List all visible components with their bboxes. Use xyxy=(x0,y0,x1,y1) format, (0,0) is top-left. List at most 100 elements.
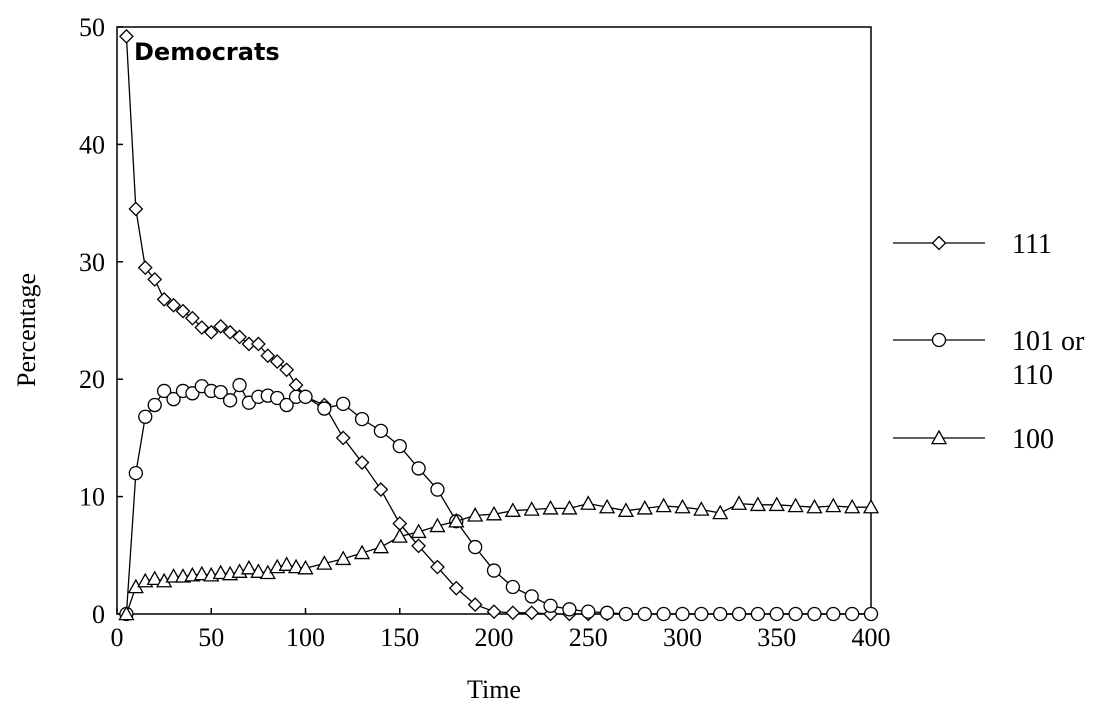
circle-marker xyxy=(317,401,332,416)
circle-marker xyxy=(713,606,728,622)
triangle-marker xyxy=(278,556,295,571)
circle-marker xyxy=(807,606,822,622)
triangle-marker xyxy=(862,498,880,514)
x-tick-label: 300 xyxy=(663,623,702,652)
diamond-marker xyxy=(156,291,172,307)
triangle-marker xyxy=(212,564,229,580)
triangle-marker xyxy=(523,501,540,516)
circle-marker xyxy=(618,606,634,622)
triangle-marker xyxy=(467,507,484,522)
x-tick-label: 400 xyxy=(852,623,891,652)
circle-marker xyxy=(279,397,294,413)
diamond-marker xyxy=(467,597,483,613)
triangle-marker xyxy=(598,498,616,514)
triangle-marker xyxy=(636,500,653,515)
triangle-marker xyxy=(712,504,729,520)
triangle-marker xyxy=(730,495,748,510)
circle-marker xyxy=(392,438,407,454)
y-tick-label: 40 xyxy=(79,130,105,159)
circle-marker xyxy=(788,606,803,622)
diamond-marker xyxy=(222,324,238,340)
circle-marker xyxy=(336,396,351,412)
circle-marker xyxy=(147,397,162,413)
y-tick-label: 30 xyxy=(79,248,105,277)
circle-marker xyxy=(599,605,615,620)
triangle-marker xyxy=(240,559,258,575)
circle-marker xyxy=(270,390,285,406)
triangle-marker xyxy=(353,544,371,560)
triangle-marker xyxy=(542,500,559,515)
diamond-marker xyxy=(260,348,276,364)
circle-marker xyxy=(298,389,313,404)
circle-marker xyxy=(656,606,671,622)
circle-marker xyxy=(581,604,596,619)
y-tick-label: 50 xyxy=(79,13,105,42)
triangle-marker xyxy=(391,528,408,543)
circle-marker xyxy=(138,409,153,424)
circle-marker xyxy=(845,606,860,622)
triangle-marker xyxy=(655,497,672,513)
x-tick-label: 200 xyxy=(475,623,514,652)
diamond-marker xyxy=(448,580,464,596)
diamond-marker xyxy=(175,303,191,319)
diamond-marker xyxy=(279,362,295,378)
x-tick-label: 350 xyxy=(757,623,796,652)
diamond-marker xyxy=(373,482,389,497)
legend-label: 111 xyxy=(1012,229,1052,260)
x-tick-label: 50 xyxy=(198,623,224,652)
diamond-marker xyxy=(147,271,163,287)
triangle-marker xyxy=(287,558,305,574)
triangle-marker xyxy=(580,495,597,510)
triangle-marker xyxy=(768,496,785,512)
triangle-marker xyxy=(146,570,163,586)
diamond-marker xyxy=(430,559,445,575)
circle-marker xyxy=(222,393,238,408)
triangle-marker xyxy=(429,517,446,533)
diamond-marker xyxy=(166,297,181,313)
triangle-marker xyxy=(787,497,804,513)
circle-marker xyxy=(731,606,747,622)
x-tick-label: 150 xyxy=(380,623,419,652)
triangle-marker xyxy=(806,498,823,514)
triangle-marker xyxy=(504,502,521,517)
triangle-marker xyxy=(693,501,710,516)
triangle-marker xyxy=(844,498,861,514)
diamond-marker xyxy=(203,324,219,340)
circle-marker xyxy=(354,411,370,427)
triangle-marker xyxy=(749,496,767,512)
triangle-marker xyxy=(617,502,635,517)
circle-marker xyxy=(232,377,247,393)
x-tick-label: 250 xyxy=(569,623,608,652)
circle-marker xyxy=(411,461,426,476)
legend-label: 100 xyxy=(1012,424,1054,455)
triangle-marker xyxy=(674,498,691,514)
triangle-marker xyxy=(448,512,465,528)
legend-circle-marker xyxy=(931,332,947,348)
diamond-marker xyxy=(486,604,502,620)
triangle-marker xyxy=(410,523,427,539)
y-tick-label: 10 xyxy=(79,483,105,512)
circle-marker xyxy=(128,465,144,481)
axis-ticks: 0 50 100 150 200 250 300 350 400 0 10 20 30 40 50 xyxy=(79,13,891,652)
circle-marker xyxy=(185,386,200,401)
diamond-marker xyxy=(232,329,247,345)
diamond-marker xyxy=(137,260,153,276)
circle-marker xyxy=(213,384,228,400)
triangle-marker xyxy=(485,505,503,521)
circle-marker xyxy=(524,589,539,604)
legend-triangle-marker xyxy=(930,429,948,445)
x-tick-label: 100 xyxy=(286,623,325,652)
circle-marker xyxy=(562,602,577,617)
triangle-marker xyxy=(193,565,210,581)
circle-marker xyxy=(505,579,520,595)
triangle-marker xyxy=(372,538,390,554)
triangle-marker xyxy=(297,559,314,575)
x-tick-label: 0 xyxy=(111,623,124,652)
circle-marker xyxy=(637,606,652,622)
triangle-marker xyxy=(118,605,135,621)
x-axis-label: Time xyxy=(467,675,521,704)
circle-marker xyxy=(863,606,879,622)
triangle-marker xyxy=(250,563,267,578)
